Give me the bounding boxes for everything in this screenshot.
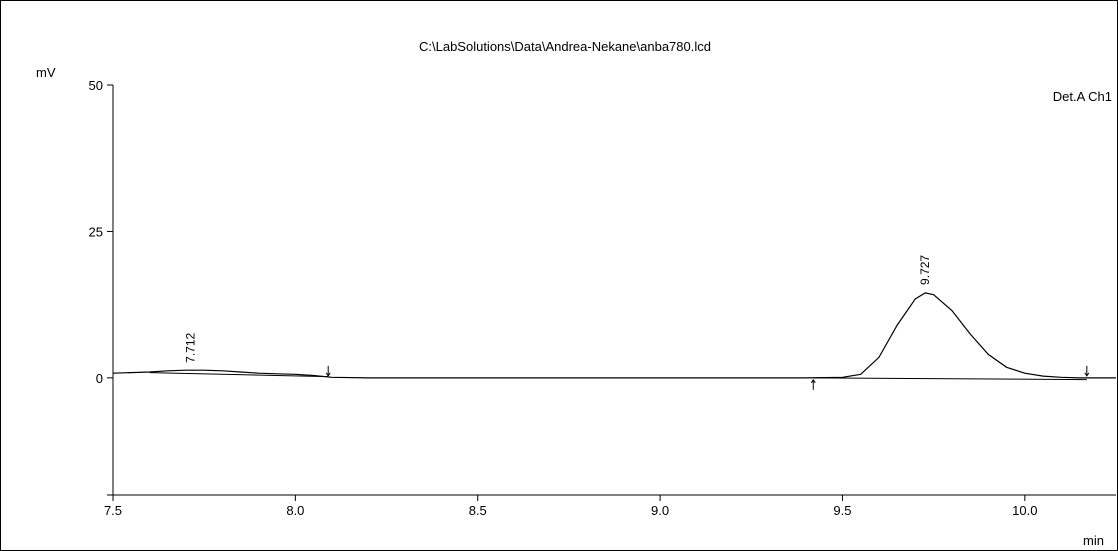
y-tick-label: 25: [89, 224, 103, 239]
peak-label: 7.712: [183, 332, 197, 362]
integration-marker-head: [810, 378, 816, 384]
x-axis-ticks: 7.5 8.0 8.5 9.0 9.5 10.0: [104, 495, 1037, 518]
integration-marker-head: [1084, 372, 1090, 377]
y-tick-label: 50: [89, 78, 103, 93]
x-tick-label: 8.0: [286, 503, 304, 518]
integration-baselines: [149, 372, 1087, 381]
y-axis-ticks: 50 25 0: [89, 78, 113, 496]
x-tick-label: 10.0: [1012, 503, 1037, 518]
x-tick-label: 9.0: [651, 503, 669, 518]
integration-marker-head: [325, 372, 331, 377]
plot-axes: [112, 85, 1116, 496]
x-tick-label: 9.5: [833, 503, 851, 518]
y-tick-label: 0: [96, 371, 103, 386]
integration-baseline: [813, 377, 1087, 381]
x-tick-label: 8.5: [469, 503, 487, 518]
signal-trace: [112, 292, 1116, 379]
integration-baseline: [149, 372, 329, 378]
chart-title: C:\LabSolutions\Data\Andrea-Nekane\anba7…: [419, 39, 711, 54]
x-tick-label: 7.5: [104, 503, 122, 518]
integration-markers: [325, 365, 1090, 390]
peak-label: 9.727: [918, 255, 932, 285]
signal-line: [112, 292, 1116, 379]
peak-labels: 7.712 9.727: [183, 255, 932, 363]
channel-label: Det.A Ch1: [1053, 89, 1112, 104]
y-axis-label: mV: [36, 65, 56, 80]
x-axis-label: min: [1083, 533, 1104, 548]
